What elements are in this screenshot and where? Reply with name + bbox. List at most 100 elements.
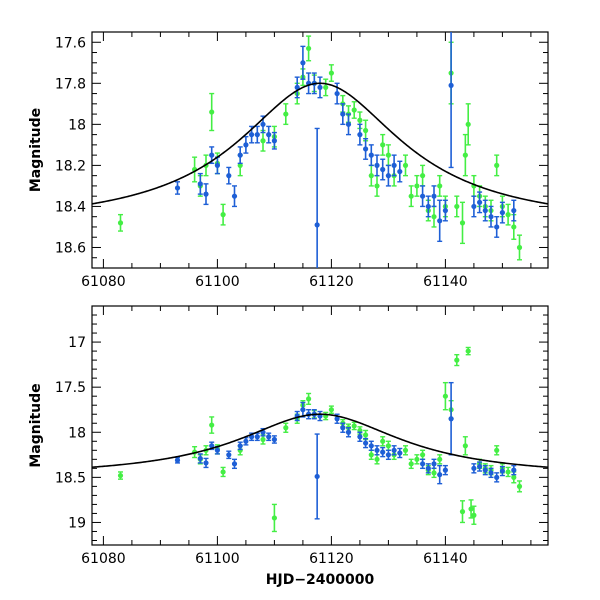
data-point-blue — [334, 90, 340, 97]
data-point-blue — [425, 465, 431, 471]
data-point-blue — [477, 463, 483, 470]
data-point-green — [437, 456, 443, 462]
data-point-green — [468, 506, 474, 512]
plot-area — [92, 32, 548, 268]
data-point-green — [306, 45, 312, 52]
data-point-blue — [488, 214, 494, 220]
data-point-blue — [271, 138, 277, 144]
data-point-green — [462, 443, 468, 449]
data-point-green — [408, 461, 414, 467]
x-tick-label: 61100 — [195, 274, 240, 290]
data-point-blue — [266, 434, 272, 440]
y-tick-label: 18.6 — [55, 240, 86, 256]
data-point-green — [465, 121, 471, 127]
data-point-blue — [243, 142, 249, 148]
data-point-blue — [368, 152, 374, 158]
data-point-blue — [511, 207, 517, 214]
data-point-green — [283, 111, 289, 117]
y-tick-label: 18.2 — [55, 158, 86, 174]
y-axis-label: Magnitude — [28, 383, 44, 467]
series-green — [117, 35, 523, 261]
data-point-blue — [340, 425, 346, 431]
bottom-panel: 61080 61100 61120 61140 17 17.5 18 18.5 19 Magnit… — [28, 305, 549, 567]
y-tick-label: 18.5 — [55, 470, 86, 486]
data-point-green — [374, 183, 380, 189]
data-point-blue — [334, 416, 340, 422]
data-point-blue — [482, 207, 488, 214]
data-point-blue — [345, 121, 352, 127]
data-point-blue — [237, 152, 243, 158]
x-tick-label: 61140 — [423, 551, 468, 567]
data-point-green — [465, 348, 471, 354]
y-tick-label: 17.5 — [55, 380, 86, 396]
data-point-green — [402, 162, 409, 168]
data-point-green — [209, 109, 215, 115]
data-point-green — [414, 456, 420, 462]
y-axis-label: Magnitude — [28, 108, 44, 192]
series-blue — [174, 381, 517, 520]
data-point-green — [209, 422, 215, 428]
data-point-blue — [442, 467, 448, 473]
data-point-green — [237, 162, 243, 168]
data-point-blue — [437, 218, 443, 224]
data-point-blue — [482, 467, 488, 473]
data-point-green — [420, 173, 426, 179]
data-point-blue — [431, 461, 437, 467]
data-point-green — [328, 70, 334, 76]
data-point-blue — [425, 203, 431, 210]
data-point-green — [368, 173, 374, 179]
y-tick-label: 18 — [68, 117, 86, 133]
data-point-green — [385, 152, 391, 158]
data-point-blue — [214, 447, 220, 453]
data-point-blue — [226, 452, 232, 458]
data-point-green — [494, 162, 500, 168]
data-point-green — [380, 142, 386, 148]
data-point-blue — [368, 443, 374, 449]
data-point-blue — [243, 438, 249, 444]
y-tick-label: 19 — [68, 515, 86, 531]
data-point-blue — [314, 473, 320, 480]
data-point-green — [351, 423, 357, 429]
data-point-green — [363, 127, 369, 134]
data-point-green — [471, 512, 477, 518]
data-point-blue — [380, 449, 386, 455]
data-point-blue — [300, 60, 306, 66]
data-point-blue — [391, 162, 397, 168]
data-point-blue — [471, 203, 477, 210]
y-tick-label: 17.8 — [55, 76, 86, 92]
top-panel: 61080 61100 61120 61140 17.6 17.8 18 18.2 18.4 18… — [28, 31, 549, 290]
y-tick-label: 18.4 — [55, 199, 86, 215]
x-axis-label: HJD−2400000 — [266, 572, 375, 588]
series-green — [117, 346, 523, 533]
data-point-green — [220, 212, 226, 218]
data-point-blue — [260, 121, 266, 127]
data-point-blue — [300, 407, 306, 413]
data-point-blue — [203, 191, 209, 197]
y-tick-label: 17.6 — [55, 35, 86, 51]
data-point-green — [260, 436, 266, 443]
data-point-blue — [317, 84, 323, 91]
data-point-green — [414, 183, 420, 189]
x-tick-label: 61140 — [423, 274, 468, 290]
x-tick-label: 61120 — [309, 551, 354, 567]
data-point-green — [442, 393, 448, 399]
data-point-blue — [431, 193, 437, 199]
data-point-blue — [397, 450, 403, 456]
data-point-green — [511, 224, 517, 230]
data-point-blue — [203, 460, 209, 466]
data-point-green — [368, 452, 374, 458]
data-point-green — [271, 515, 277, 521]
x-tick-label: 61100 — [195, 551, 240, 567]
data-point-blue — [357, 434, 363, 440]
data-point-blue — [385, 173, 391, 179]
data-point-blue — [197, 181, 203, 187]
data-point-green — [431, 470, 437, 476]
data-point-blue — [357, 132, 363, 138]
data-point-green — [459, 220, 466, 226]
series-blue — [174, 32, 517, 268]
data-point-blue — [494, 474, 500, 480]
data-point-green — [511, 474, 517, 480]
data-point-blue — [249, 132, 255, 138]
data-point-blue — [294, 84, 300, 91]
